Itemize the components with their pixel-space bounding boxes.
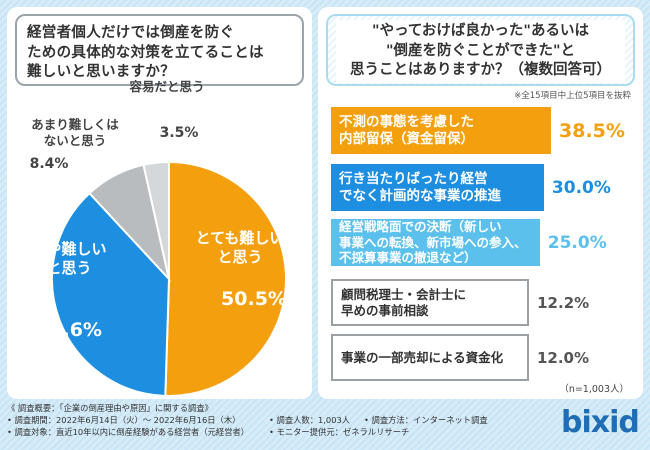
bar: 顧問税理士・会計士に 早めの事前相談	[331, 279, 530, 326]
bar-value-label: 38.5%	[559, 119, 625, 142]
survey-provider: • モニター提供元：ゼネラルリサーチ	[269, 426, 410, 437]
bar-label: でなく計画的な事業の推進	[339, 187, 501, 204]
bar-value-label: 30.0%	[551, 177, 611, 198]
left-question-line: ための具体的な対策を立てることは	[27, 44, 264, 61]
pie-slice-label: と思う	[46, 259, 91, 277]
pie-slice	[142, 160, 170, 280]
bar: 行き当たりばったり経営 でなく計画的な事業の推進	[331, 164, 544, 211]
bar-label: 行き当たりばったり経営	[339, 170, 488, 187]
pie-slice-label: とても難しい	[196, 229, 285, 247]
right-question-line: "倒産を防ぐことができた"と	[385, 42, 576, 59]
bar-label: 顧問税理士・会計士に	[341, 286, 467, 302]
bar-label: 不測の事態を考慮した	[339, 113, 474, 130]
bar-row: 経営戦略面での決断（新しい 事業への転換、新市場への参入、 不採算事業の撤退など） 2…	[331, 219, 607, 266]
bar-value-label: 12.2%	[537, 293, 590, 312]
bar-label: 内部留保（資金留保）	[339, 130, 474, 147]
survey-title: 《 調査概要：「企業の倒産理由や原因」に関する調査》	[7, 403, 213, 413]
survey-count: • 調査人数：1,003人	[269, 414, 351, 425]
excerpt-note: ※全15項目中上位5項目を抜粋	[514, 91, 631, 101]
pie-slice-label: 容易だと思う	[128, 79, 204, 94]
bar-label: 不採算事業の撤退など）	[339, 250, 477, 266]
left-panel: 経営者個人だけでは倒産を防ぐ ための具体的な対策を立てることは 難しいと思います…	[7, 7, 312, 399]
bixid-logo: bixid	[561, 405, 640, 440]
pie-value-label: 3.5%	[160, 125, 199, 141]
bar: 不測の事態を考慮した 内部留保（資金留保）	[331, 107, 551, 154]
survey-method: • 調査方法：インターネット調査	[364, 414, 488, 425]
pie-slice-label: と思う	[217, 248, 262, 266]
pie-slice	[164, 160, 287, 397]
pie-slice-label: ないと思う	[44, 133, 107, 148]
pie-chart: とても難しいと思う50.5%やや難しいと思う37.6%あまり難しくはないと思う8…	[30, 79, 287, 397]
bar-row: 事業の一部売却による資金化 12.0%	[331, 334, 589, 381]
bar-label: 経営戦略面での決断（新しい	[339, 219, 502, 235]
bar-row: 顧問税理士・会計士に 早めの事前相談 12.2%	[331, 279, 589, 326]
bar-value-label: 25.0%	[547, 232, 607, 253]
bar-row: 不測の事態を考慮した 内部留保（資金留保） 38.5%	[331, 107, 625, 154]
left-question: 経営者個人だけでは倒産を防ぐ ための具体的な対策を立てることは 難しいと思います…	[15, 14, 304, 86]
pie-value-label: 8.4%	[30, 156, 69, 172]
survey-overview: 《 調査概要：「企業の倒産理由や原因」に関する調査》 • 調査期間：2022年6…	[7, 403, 567, 438]
bar-label: 事業への転換、新市場への参入、	[339, 234, 527, 250]
right-panel: "やっておけば良かった"あるいは "倒産を防ぐことができた"と 思うことはありま…	[318, 7, 643, 399]
pie-value-label: 50.5%	[221, 288, 287, 310]
pie-slice-label: やや難しい	[31, 240, 106, 258]
pie-slice	[51, 191, 171, 397]
left-question-line: 経営者個人だけでは倒産を防ぐ	[27, 25, 235, 41]
bar: 経営戦略面での決断（新しい 事業への転換、新市場への参入、 不採算事業の撤退など）	[331, 219, 540, 266]
bar-label: 事業の一部売却による資金化	[341, 349, 504, 365]
right-question-line: "やっておけば良かった"あるいは	[372, 23, 589, 39]
right-question-line: 思うことはありますか？（複数回答可）	[350, 62, 611, 79]
survey-period: • 調査期間：2022年6月14日（火）～ 2022年6月16日（木）	[7, 414, 241, 425]
bar-row: 行き当たりばったり経営 でなく計画的な事業の推進 30.0%	[331, 164, 611, 211]
bar-value-label: 12.0%	[536, 348, 590, 367]
pie-value-label: 37.6%	[36, 319, 102, 341]
sample-size-note: （n=1,003人）	[559, 384, 629, 395]
left-question-line: 難しいと思いますか？	[27, 64, 175, 81]
bar-label: 早めの事前相談	[341, 302, 429, 318]
survey-target: • 調査対象：直近10年以内に倒産経験がある経営者（元経営者）	[7, 426, 250, 437]
bar: 事業の一部売却による資金化	[331, 334, 529, 381]
pie-slice-label: あまり難しくは	[31, 117, 119, 132]
right-question: "やっておけば良かった"あるいは "倒産を防ぐことができた"と 思うことはありま…	[326, 14, 635, 86]
